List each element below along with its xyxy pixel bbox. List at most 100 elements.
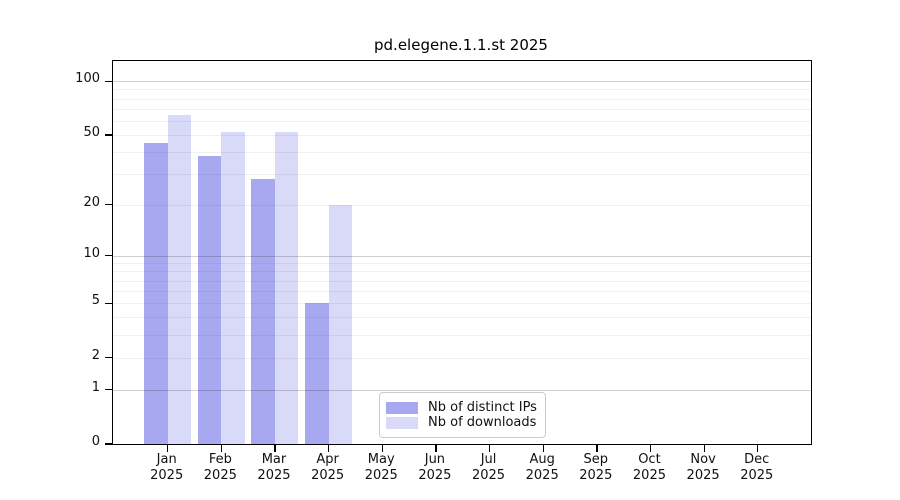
y-tick-label: 0 (91, 434, 100, 449)
x-tick (596, 445, 598, 452)
month-label: Oct (638, 452, 661, 467)
bar-downloads-mar (274, 131, 299, 444)
year-label: 2025 (740, 468, 774, 483)
x-tick (220, 445, 223, 452)
y-tick-label: 2 (91, 347, 100, 363)
gridline-minor (113, 108, 811, 110)
gridline-minor (113, 174, 811, 176)
legend-row-distinct-ips: Nb of distinct IPs (386, 400, 537, 415)
month-label: Apr (316, 452, 339, 467)
gridline-minor (113, 204, 811, 206)
x-tick-label-apr: Apr 2025 (296, 452, 360, 484)
year-label: 2025 (525, 468, 559, 483)
legend-label-distinct-ips: Nb of distinct IPs (428, 400, 537, 415)
y-tick-label: 1 (91, 379, 100, 395)
month-label: Aug (529, 452, 555, 467)
plot-area (105, 60, 812, 452)
gridline-minor (113, 134, 811, 136)
y-tick (105, 388, 112, 391)
bar-downloads-apr (328, 204, 353, 444)
bar-distinct-ips-feb (197, 156, 222, 444)
year-label: 2025 (632, 468, 666, 483)
year-label: 2025 (311, 468, 345, 483)
legend-row-downloads: Nb of downloads (386, 415, 537, 430)
x-tick (381, 445, 383, 452)
x-tick-label-dec: Dec 2025 (725, 452, 789, 484)
month-label: Dec (744, 452, 770, 467)
x-tick-label-sep: Sep 2025 (564, 452, 628, 484)
x-tick-label-may: May 2025 (349, 452, 413, 484)
y-tick (105, 204, 112, 206)
chart-title: pd.elegene.1.1.st 2025 (374, 36, 548, 54)
gridline-minor (113, 98, 811, 100)
legend-label-downloads: Nb of downloads (428, 415, 537, 430)
y-tick (105, 80, 112, 82)
y-tick-label: 5 (91, 293, 100, 309)
gridline-minor (113, 120, 811, 122)
bar-downloads-jan (167, 114, 192, 444)
x-tick-label-oct: Oct 2025 (617, 452, 681, 484)
gridline-minor (113, 335, 811, 337)
month-label: Sep (583, 452, 609, 467)
y-tick-label: 100 (75, 71, 100, 87)
y-tick (105, 443, 112, 445)
y-tick (105, 254, 112, 257)
month-label: Jul (480, 452, 497, 467)
month-label: Jun (424, 452, 446, 467)
gridline-major (113, 81, 811, 83)
gridline-minor (113, 271, 811, 273)
month-label: May (367, 452, 395, 467)
month-label: Feb (208, 452, 232, 467)
year-label: 2025 (686, 468, 720, 483)
x-tick (703, 445, 705, 452)
bar-distinct-ips-mar (251, 179, 275, 444)
gridline-minor (113, 317, 811, 319)
gridline-major (113, 389, 811, 391)
year-label: 2025 (257, 468, 291, 483)
x-tick (542, 445, 544, 452)
x-tick-label-nov: Nov 2025 (671, 452, 735, 484)
gridline-minor (113, 89, 811, 91)
x-tick (167, 445, 169, 452)
legend-swatch-distinct-ips (386, 401, 418, 414)
y-tick (105, 302, 112, 304)
x-tick-label-aug: Aug 2025 (510, 452, 574, 484)
bar-distinct-ips-apr (305, 303, 329, 444)
year-label: 2025 (579, 468, 613, 483)
year-label: 2025 (203, 468, 237, 483)
gridline-minor (113, 263, 811, 264)
x-tick (488, 445, 491, 452)
y-tick (105, 134, 112, 136)
month-label: Nov (690, 452, 716, 467)
x-tick-label-feb: Feb 2025 (188, 452, 252, 484)
y-tick-label: 10 (83, 245, 100, 261)
x-tick-label-jul: Jul 2025 (457, 452, 521, 484)
x-tick (274, 445, 276, 452)
year-label: 2025 (364, 468, 398, 483)
gridline-minor (113, 357, 811, 359)
x-tick (757, 445, 759, 452)
year-label: 2025 (418, 468, 452, 483)
year-label: 2025 (150, 468, 184, 483)
x-tick-label-mar: Mar 2025 (242, 452, 306, 484)
gridline-minor (113, 280, 811, 282)
x-tick-label-jan: Jan 2025 (135, 452, 199, 484)
y-tick-label: 20 (83, 194, 100, 210)
legend-swatch-downloads (386, 416, 418, 429)
x-tick-label-jun: Jun 2025 (403, 452, 467, 484)
gridline-minor (113, 152, 811, 154)
year-label: 2025 (471, 468, 506, 483)
x-tick (435, 445, 437, 452)
month-label: Jan (156, 452, 177, 467)
month-label: Mar (261, 452, 287, 467)
y-tick-label: 50 (83, 124, 100, 140)
y-tick (105, 357, 112, 359)
bar-distinct-ips-jan (144, 143, 168, 444)
gridline-minor (113, 291, 811, 293)
bar-downloads-feb (221, 131, 245, 444)
gridline-major (113, 255, 811, 257)
legend: Nb of distinct IPs Nb of downloads (379, 392, 546, 438)
x-tick (649, 445, 652, 452)
gridline-minor (113, 303, 811, 305)
